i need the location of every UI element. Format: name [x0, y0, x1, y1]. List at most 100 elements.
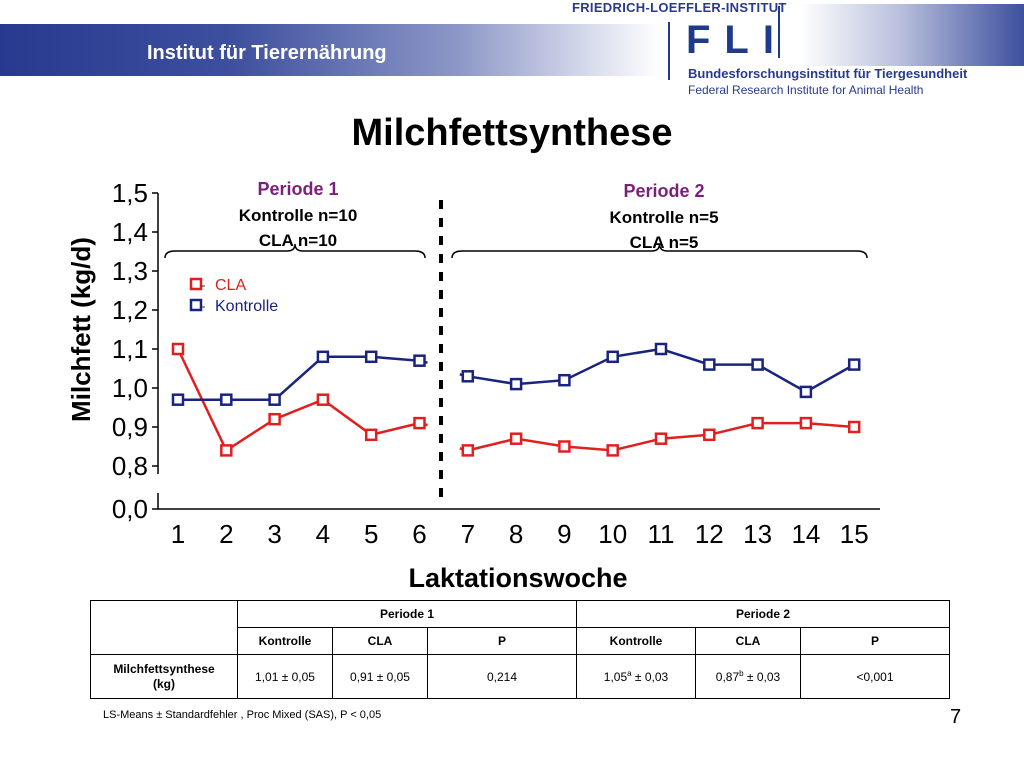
table-p2-kontrolle: 1,05a ± 0,03 [576, 654, 696, 699]
table-p2-kontrolle-err: ± 0,03 [631, 670, 669, 684]
legend-marker-cla [189, 277, 203, 291]
period-label: Periode 1 [257, 179, 338, 199]
page-title: Milchfettsynthese [351, 112, 673, 154]
table-col-p-1: P [427, 627, 577, 655]
x-tick-label: 14 [791, 519, 820, 549]
x-tick-label: 15 [840, 519, 869, 549]
period-line2: CLA n=10 [259, 231, 337, 250]
data-point-cla [509, 432, 523, 445]
table-p2-kontrolle-value: 1,05 [603, 670, 628, 684]
data-point-kontrolle [509, 377, 523, 391]
table-col-cla-2: CLA [695, 627, 801, 655]
y-tick-label: 0,9 [112, 412, 148, 442]
header-band [0, 24, 660, 76]
results-table: Periode 1 Periode 2 Kontrolle CLA P Kont… [90, 600, 950, 699]
data-point-cla [703, 428, 716, 442]
x-tick-label: 10 [598, 519, 627, 549]
table-row-label-line2: (kg) [153, 676, 175, 691]
data-point-kontrolle [316, 350, 330, 364]
period-brace [164, 243, 426, 259]
data-point-kontrolle [364, 350, 378, 364]
data-point-kontrolle [268, 393, 281, 406]
fli-divider-2 [778, 6, 780, 58]
data-point-kontrolle [171, 393, 185, 406]
table-col-kontrolle-1: Kontrolle [237, 627, 333, 655]
table-col-kontrolle-2: Kontrolle [576, 627, 696, 655]
data-point-cla [171, 342, 185, 356]
table-p2-kontrolle-sup: a [627, 669, 632, 678]
table-col-p-2: P [800, 627, 950, 655]
data-point-cla [413, 416, 426, 430]
data-point-kontrolle [751, 358, 764, 371]
table-row-label-line1: Milchfettsynthese [113, 661, 215, 676]
data-point-kontrolle [847, 358, 861, 371]
x-tick-label: 9 [557, 519, 571, 549]
y-tick-label: 1,4 [112, 217, 148, 247]
y-tick-label: 1,5 [112, 178, 148, 208]
x-tick-label: 7 [461, 519, 475, 549]
table-p2-cla-err: ± 0,03 [743, 670, 781, 684]
x-tick-label: 6 [412, 519, 426, 549]
x-tick-label: 1 [171, 519, 185, 549]
data-point-kontrolle [220, 393, 233, 406]
y-tick-label: 1,1 [112, 334, 148, 364]
slide-number: 7 [950, 706, 962, 728]
data-point-cla [364, 428, 378, 442]
table-period1-header: Periode 1 [237, 600, 577, 628]
milchfett-chart: 0,80,91,01,11,21,31,41,50,01 2 3 4 5 6 7 8 9 10 11… [66, 178, 880, 593]
table-p1-p: 0,214 [427, 654, 577, 699]
y-axis-title: Milchfett (kg/d) [66, 237, 96, 422]
x-axis-title: Laktationswoche [408, 563, 627, 593]
header-band-right [800, 4, 1024, 66]
table-col-cla-1: CLA [332, 627, 428, 655]
data-point-cla [751, 416, 764, 430]
table-p2-p: <0,001 [800, 654, 950, 699]
table-p1-cla: 0,91 ± 0,05 [332, 654, 428, 699]
table-p2-cla-sup: b [739, 669, 744, 678]
period-brace [451, 243, 868, 259]
data-point-kontrolle [606, 350, 619, 364]
x-tick-label: 5 [364, 519, 378, 549]
data-point-kontrolle [413, 354, 426, 367]
x-tick-label: 11 [648, 519, 675, 549]
legend-marker-kontrolle [189, 298, 203, 312]
table-period2-header: Periode 2 [576, 600, 950, 628]
footnote: LS-Means ± Standardfehler , Proc Mixed (… [103, 709, 382, 721]
x-tick-label: 8 [509, 519, 523, 549]
data-point-cla [847, 420, 861, 434]
data-point-kontrolle [703, 358, 716, 371]
data-point-cla [654, 432, 668, 445]
fli-logo: FLI [686, 18, 788, 62]
data-point-cla [268, 412, 281, 426]
fli-institut-name: FRIEDRICH-LOEFFLER-INSTITUT [572, 0, 787, 15]
period-line2: CLA n=5 [630, 233, 699, 252]
y-tick-label: 0,8 [112, 451, 148, 481]
series-line-kontrolle [467, 347, 855, 394]
data-point-cla [799, 416, 813, 430]
fli-subtitle-german: Bundesforschungsinstitut für Tiergesundh… [688, 66, 968, 81]
table-p1-kontrolle: 1,01 ± 0,05 [237, 654, 333, 699]
series-line-kontrolle [178, 355, 420, 401]
fli-subtitle-english: Federal Research Institute for Animal He… [688, 83, 924, 97]
data-point-cla [316, 393, 330, 406]
x-tick-label: 2 [219, 519, 233, 549]
period-line1: Kontrolle n=5 [609, 208, 718, 227]
x-tick-label: 3 [267, 519, 281, 549]
data-point-kontrolle [461, 370, 475, 383]
period-line1: Kontrolle n=10 [239, 206, 358, 225]
x-tick-label: 13 [743, 519, 772, 549]
legend-label-cla: CLA [215, 277, 246, 294]
period-label: Periode 2 [623, 181, 704, 201]
y-tick-label: 1,3 [112, 256, 148, 286]
table-p2-cla: 0,87b ± 0,03 [695, 654, 801, 699]
institute-name: Institut für Tierernährung [147, 42, 387, 64]
table-row-label: Milchfettsynthese (kg) [90, 654, 238, 699]
data-point-kontrolle [799, 385, 813, 399]
data-point-kontrolle [654, 342, 668, 356]
legend-label-kontrolle: Kontrolle [215, 298, 278, 315]
data-point-kontrolle [558, 373, 571, 387]
y-tick-label: 1,0 [112, 373, 148, 403]
table-corner-cell [90, 600, 238, 655]
data-point-cla [220, 444, 233, 457]
x-tick-label: 4 [316, 519, 330, 549]
